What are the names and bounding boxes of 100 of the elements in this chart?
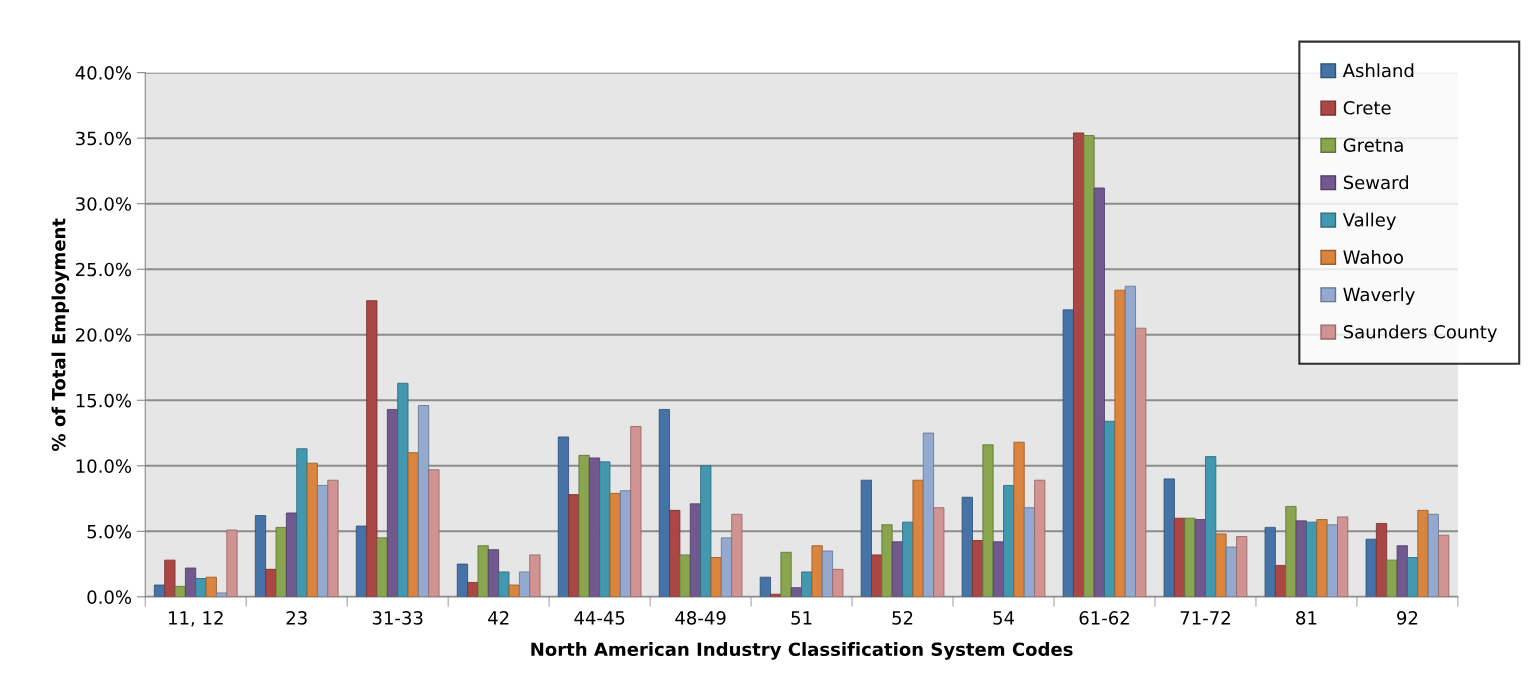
bar (811, 545, 823, 597)
bar (1135, 327, 1147, 597)
bar (933, 507, 945, 597)
bar (599, 461, 611, 597)
bar (1093, 187, 1105, 597)
bar (731, 513, 743, 597)
bar (1083, 135, 1095, 597)
bar (296, 448, 308, 597)
bar (1396, 545, 1408, 597)
bar (1285, 506, 1297, 597)
bar (1236, 536, 1248, 597)
bar (275, 526, 287, 597)
bar (609, 492, 621, 597)
legend-label: Ashland (1342, 63, 1414, 78)
y-tick-label: 35.0% (76, 131, 132, 146)
bar (1375, 523, 1388, 597)
x-tick-label: 71-72 (1180, 611, 1230, 625)
y-axis-title: % of Total Employment (51, 218, 70, 451)
x-tick-label: 51 (791, 611, 812, 625)
bar (397, 382, 409, 597)
bar (961, 496, 973, 597)
bar (498, 571, 510, 597)
bar (1215, 533, 1227, 597)
legend-label: Gretna (1343, 138, 1403, 152)
bar (912, 479, 924, 597)
y-tick-label: 0.0% (87, 590, 132, 604)
bar (1194, 519, 1206, 597)
x-tick-label: 42 (488, 611, 509, 625)
bar (184, 567, 197, 597)
y-tick-label: 25.0% (76, 262, 132, 277)
bar (306, 462, 318, 597)
legend-label: Saunders County (1343, 324, 1497, 343)
x-tick-label: 23 (286, 611, 307, 625)
bar (327, 479, 339, 597)
legend-label: Waverly (1343, 287, 1415, 305)
bar (1337, 516, 1349, 597)
y-tick-label: 40.0% (75, 66, 132, 80)
bar (1124, 285, 1136, 597)
y-tick-label: 10.0% (76, 459, 132, 473)
x-tick-label: 48-49 (675, 611, 726, 625)
y-tick-label: 5.0% (87, 524, 132, 539)
bar (557, 436, 569, 597)
legend-label: Wahoo (1343, 249, 1403, 264)
bar (1205, 456, 1217, 597)
x-tick-label: 61-62 (1079, 611, 1129, 625)
bar (578, 454, 590, 597)
bar (821, 550, 834, 597)
bar (205, 576, 217, 597)
bar (376, 537, 388, 597)
bar (1316, 519, 1328, 597)
bar (487, 549, 500, 597)
bar (700, 465, 712, 597)
bar (710, 557, 722, 597)
x-tick-label: 31-33 (372, 611, 423, 625)
bar (588, 457, 601, 597)
bar (1438, 534, 1450, 597)
bar (1295, 520, 1307, 597)
bar (1326, 524, 1338, 597)
bar (1365, 538, 1377, 597)
bar (417, 405, 430, 597)
bar (1013, 441, 1025, 597)
bar (508, 584, 520, 597)
x-tick-label: 44-45 (574, 611, 625, 625)
bar (164, 559, 176, 597)
bar (1114, 289, 1126, 597)
x-tick-label: 81 (1296, 611, 1317, 625)
legend-label: Crete (1343, 100, 1391, 115)
bar (982, 444, 994, 597)
x-tick-label: 11, 12 (169, 611, 223, 627)
y-tick-label: 15.0% (76, 393, 132, 408)
bar (1427, 513, 1439, 597)
bar (759, 576, 771, 597)
y-tick-label: 20.0% (76, 328, 132, 342)
bar (1034, 479, 1046, 597)
bar (832, 568, 844, 597)
y-tick-label: 30.0% (76, 197, 132, 211)
bar (529, 554, 541, 597)
bar (1264, 526, 1276, 597)
bar (658, 409, 670, 597)
bar (477, 545, 489, 597)
bar (780, 551, 792, 597)
bar (428, 469, 440, 597)
x-axis-title: North American Industry Classification System Codes (531, 642, 1073, 660)
x-tick-label: 52 (892, 611, 913, 625)
bar (254, 515, 267, 597)
bar (456, 563, 469, 597)
bar (630, 426, 642, 597)
legend-label: Valley (1342, 212, 1396, 231)
bar (1062, 309, 1074, 597)
bar (174, 585, 186, 597)
bar (226, 529, 238, 597)
bar (922, 432, 935, 597)
bar (669, 509, 681, 597)
bar (881, 524, 893, 597)
x-tick-label: 54 (993, 611, 1014, 625)
bar (679, 554, 691, 597)
bar (1163, 478, 1175, 597)
x-tick-label: 92 (1397, 611, 1418, 625)
bar (860, 479, 872, 597)
legend-label: Seward (1343, 175, 1409, 190)
